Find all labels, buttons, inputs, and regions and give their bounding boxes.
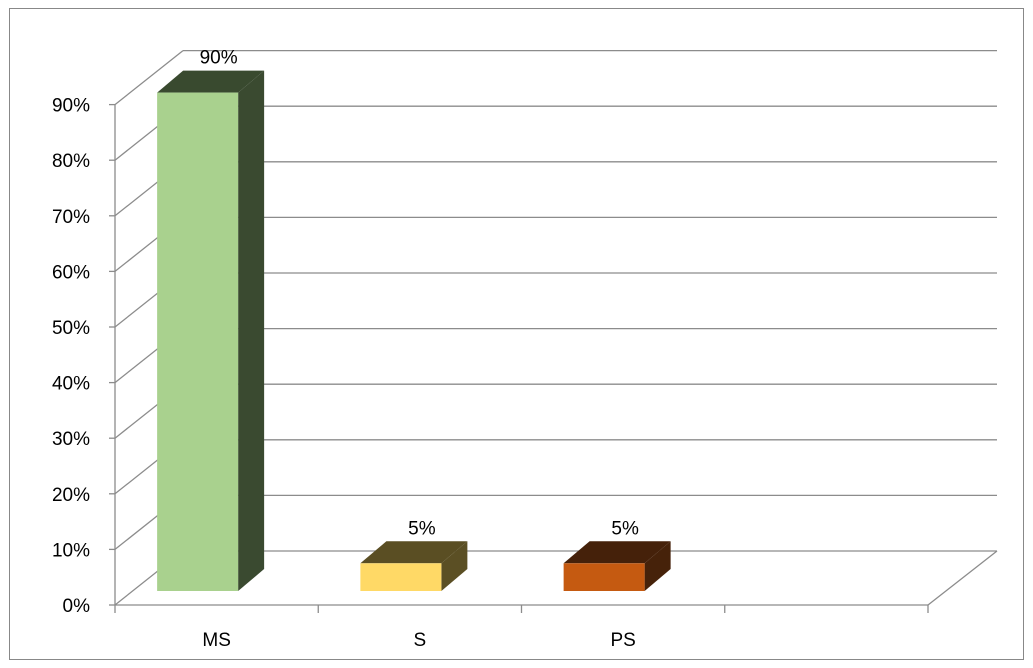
bar-side [238, 70, 265, 592]
y-tick-label: 40% [52, 374, 90, 395]
bar-top [360, 541, 468, 564]
y-tick-label: 80% [52, 151, 90, 172]
bar-top [157, 70, 265, 93]
axes [109, 103, 929, 613]
data-label: 5% [408, 518, 436, 539]
y-tick-label: 70% [52, 207, 90, 228]
y-tick-label: 30% [52, 429, 90, 450]
y-tick-label: 0% [63, 596, 91, 617]
x-tick-label: MS [202, 630, 231, 651]
data-label: 90% [200, 48, 238, 69]
y-tick-label: 90% [52, 96, 90, 117]
x-tick-label: S [414, 630, 427, 651]
y-tick-label: 60% [52, 262, 90, 283]
bar [563, 563, 645, 591]
bar-top [563, 541, 671, 564]
x-tick-label: PS [610, 630, 635, 651]
bar [157, 92, 239, 591]
data-label: 5% [611, 518, 639, 539]
labels: 0% 10% 20% 30% 40% 50% 60% 70% 80% 90% MS 90% S 5% PS 5… [52, 48, 639, 651]
bars [157, 70, 671, 592]
bar [360, 563, 442, 591]
gridline-diagonal [114, 50, 184, 106]
y-tick-label: 20% [52, 485, 90, 506]
bar-side [644, 541, 671, 591]
floor-right-edge [927, 550, 998, 606]
y-tick-label: 50% [52, 318, 90, 339]
y-tick-label: 10% [52, 540, 90, 561]
bar-side [441, 541, 468, 591]
